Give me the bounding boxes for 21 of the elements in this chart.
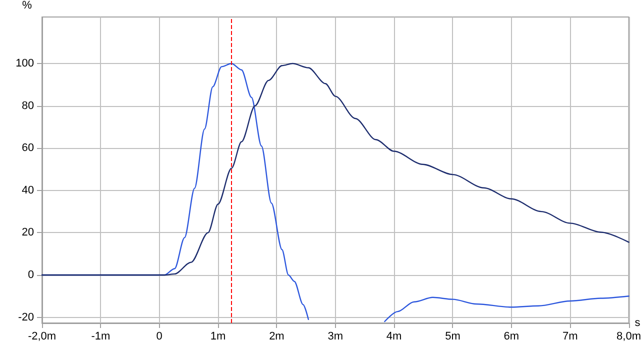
y-tick-label: 60 (22, 142, 34, 154)
x-tick-label: 2m (269, 330, 284, 342)
y-tick-label: 40 (22, 184, 34, 196)
y-tick-label: 0 (28, 268, 34, 281)
y-axis-title: % (22, 0, 32, 12)
x-tick-label: 8,0m (616, 330, 642, 342)
x-tick-label: 4m (386, 330, 402, 342)
x-tick-label: 0 (156, 330, 162, 342)
x-tick-label: 7m (562, 330, 578, 342)
y-tick-label: 100 (16, 58, 34, 70)
x-tick-label: 6m (504, 330, 520, 342)
x-tick-label: 3m (328, 330, 344, 342)
y-tick-label: -20 (18, 311, 34, 324)
x-tick-label: -1m (91, 330, 110, 342)
x-axis-title: s (634, 317, 641, 329)
x-tick-label: 1m (210, 330, 226, 342)
x-tick-label: -2,0m (28, 330, 56, 342)
line-series (41, 62, 630, 276)
y-tick-label: 80 (22, 100, 34, 112)
x-tick-label: 5m (445, 330, 460, 342)
y-tick-label: 20 (22, 226, 34, 239)
